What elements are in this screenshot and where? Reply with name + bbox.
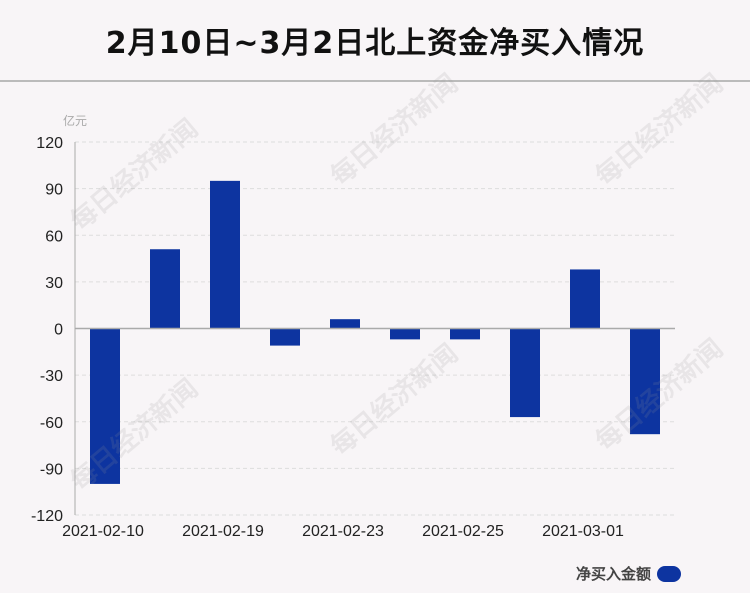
y-tick-label: -90 <box>40 461 63 478</box>
bar <box>330 319 360 329</box>
y-tick-label: 60 <box>45 228 63 245</box>
y-tick-label: 0 <box>54 322 63 339</box>
bar <box>510 328 540 418</box>
bar <box>630 328 660 435</box>
x-tick-label: 2021-02-25 <box>422 523 504 540</box>
bar <box>450 328 480 340</box>
y-tick-label: 90 <box>45 182 63 199</box>
bar <box>150 249 180 329</box>
chart-title: 2月10日~3月2日北上资金净买入情况 <box>105 26 645 61</box>
y-tick-label: 120 <box>36 135 63 152</box>
bar <box>210 180 240 329</box>
y-axis-unit-label: 亿元 <box>63 113 87 128</box>
legend-swatch <box>657 565 682 582</box>
bar <box>390 328 420 340</box>
x-tick-label: 2021-03-01 <box>542 523 624 540</box>
x-tick-label: 2021-02-10 <box>62 523 144 540</box>
y-tick-label: -30 <box>40 368 63 385</box>
bar <box>90 328 120 484</box>
y-tick-label: 30 <box>45 275 63 292</box>
x-tick-label: 2021-02-23 <box>302 523 384 540</box>
title-divider <box>0 80 750 82</box>
legend: 净买入金额 <box>576 563 682 584</box>
bar <box>570 269 600 329</box>
legend-label: 净买入金额 <box>576 565 652 583</box>
y-tick-label: -60 <box>40 415 63 432</box>
x-tick-label: 2021-02-19 <box>182 523 264 540</box>
y-tick-label: -120 <box>31 508 63 525</box>
bar <box>270 328 300 346</box>
